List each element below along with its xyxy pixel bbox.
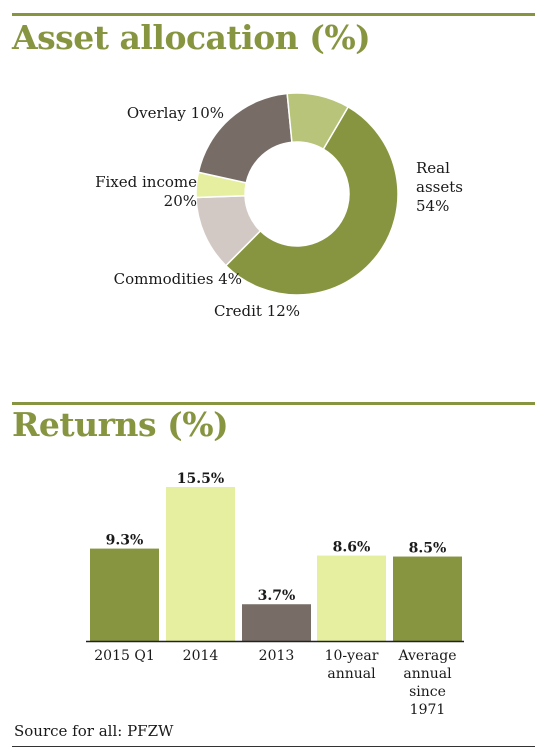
donut-slice-label: Credit 12% xyxy=(214,302,300,320)
category-label: Average annual since 1971 xyxy=(397,648,456,718)
bar-value-label: 3.7% xyxy=(258,588,296,604)
donut-slice-label: Commodities 4% xyxy=(114,270,242,288)
source-note: Source for all: PFZW xyxy=(14,722,174,740)
bar xyxy=(166,487,235,641)
bar-value-label: 8.6% xyxy=(333,540,371,556)
category-label: 10-year annual xyxy=(325,648,379,682)
bar xyxy=(393,556,462,641)
donut-slice-label: Overlay 10% xyxy=(127,104,224,122)
allocation-top-rule xyxy=(12,13,535,16)
bar xyxy=(317,555,386,641)
bar-value-label: 15.5% xyxy=(177,471,224,487)
donut-slice-label: Real assets 54% xyxy=(416,159,463,215)
category-label: 2014 xyxy=(183,648,219,664)
bar-value-label: 9.3% xyxy=(106,533,144,549)
donut-slice xyxy=(286,92,350,151)
category-label: 2015 Q1 xyxy=(94,648,154,664)
returns-top-rule xyxy=(12,402,535,405)
donut-slice xyxy=(224,105,399,296)
returns-bar-chart: 9.3% 2015 Q1 15.5% 2014 3.7% 2013 8.6% 10-year a… xyxy=(86,471,464,718)
bar xyxy=(90,548,159,641)
asset-allocation-donut-chart: Real assets 54% Credit 12% Commodities 4% Fix… xyxy=(95,92,463,320)
category-label: 2013 xyxy=(259,648,295,664)
bar xyxy=(242,604,311,641)
donut-slice xyxy=(197,92,293,184)
allocation-title: Asset allocation (%) xyxy=(12,18,371,57)
donut-slice-label: Fixed income 20% xyxy=(95,173,197,210)
bottom-rule xyxy=(12,746,535,747)
bar-value-label: 8.5% xyxy=(409,541,447,557)
returns-title: Returns (%) xyxy=(12,405,229,444)
